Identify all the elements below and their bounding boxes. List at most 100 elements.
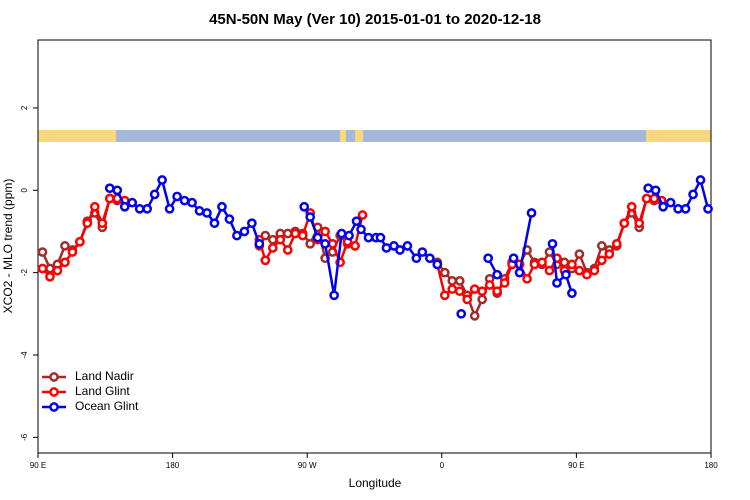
data-point bbox=[37, 263, 48, 274]
series bbox=[104, 175, 713, 319]
data-point bbox=[658, 201, 668, 212]
data-point bbox=[232, 230, 242, 241]
data-point bbox=[469, 311, 480, 321]
data-point bbox=[537, 257, 547, 268]
data-point bbox=[363, 232, 374, 243]
data-point bbox=[112, 185, 123, 196]
data-point bbox=[439, 290, 450, 301]
data-point bbox=[567, 288, 577, 299]
x-tick-label: 90 W bbox=[298, 461, 317, 470]
land-band bbox=[38, 130, 116, 142]
data-point bbox=[582, 269, 592, 280]
data-point bbox=[544, 265, 555, 276]
data-point bbox=[561, 269, 571, 280]
data-point bbox=[172, 191, 182, 202]
data-point bbox=[202, 208, 212, 218]
data-point bbox=[267, 243, 278, 253]
data-point bbox=[194, 206, 205, 216]
land-band bbox=[646, 130, 711, 142]
data-point bbox=[60, 241, 70, 251]
legend-marker bbox=[49, 387, 59, 397]
series-line bbox=[41, 196, 655, 320]
legend-label: Land Glint bbox=[75, 384, 130, 398]
data-point bbox=[574, 249, 585, 259]
data-point bbox=[432, 259, 443, 270]
data-point bbox=[60, 257, 70, 268]
data-point bbox=[179, 195, 190, 206]
data-point bbox=[643, 183, 654, 194]
data-point bbox=[673, 203, 683, 214]
data-point bbox=[45, 271, 55, 282]
data-point bbox=[344, 230, 354, 241]
data-point bbox=[508, 253, 519, 264]
data-point bbox=[469, 284, 480, 294]
y-tick-label: 2 bbox=[20, 105, 29, 110]
data-point bbox=[157, 175, 167, 185]
data-point bbox=[75, 236, 85, 247]
data-point bbox=[224, 214, 235, 224]
data-point bbox=[45, 263, 55, 274]
data-point bbox=[411, 253, 422, 264]
data-point bbox=[611, 238, 622, 249]
data-point bbox=[239, 226, 250, 237]
data-point bbox=[247, 218, 257, 229]
data-point bbox=[89, 201, 100, 212]
data-point bbox=[484, 280, 495, 290]
data-point bbox=[604, 249, 615, 259]
data-point bbox=[574, 265, 585, 276]
data-point bbox=[402, 241, 413, 251]
data-point bbox=[350, 241, 360, 251]
data-point bbox=[327, 238, 338, 249]
data-point bbox=[695, 175, 706, 185]
data-point bbox=[282, 228, 293, 239]
y-tick-label: -6 bbox=[20, 433, 29, 441]
data-point bbox=[187, 197, 197, 208]
data-point bbox=[680, 203, 691, 214]
data-point bbox=[305, 212, 316, 222]
data-point bbox=[462, 294, 473, 305]
data-point bbox=[424, 253, 435, 264]
data-point bbox=[267, 234, 278, 245]
x-tick-label: 0 bbox=[440, 461, 445, 470]
data-point bbox=[454, 286, 465, 297]
data-point bbox=[477, 294, 488, 305]
data-point bbox=[439, 267, 450, 278]
data-point bbox=[395, 245, 405, 255]
land-ocean-strip bbox=[38, 130, 711, 142]
data-point bbox=[596, 241, 607, 251]
ocean-band bbox=[38, 130, 711, 142]
data-point bbox=[477, 286, 488, 297]
data-point bbox=[492, 286, 502, 297]
data-point bbox=[312, 232, 323, 243]
data-point bbox=[260, 255, 271, 266]
data-point bbox=[454, 276, 465, 286]
y-tick-label: 0 bbox=[20, 188, 29, 193]
data-point bbox=[547, 238, 558, 249]
data-point bbox=[119, 201, 130, 212]
x-axis-label: Longitude bbox=[349, 476, 402, 490]
data-point bbox=[217, 201, 227, 212]
data-point bbox=[356, 224, 366, 235]
data-point bbox=[456, 308, 467, 319]
data-point bbox=[375, 232, 386, 243]
data-point bbox=[619, 218, 630, 229]
y-tick-label: -4 bbox=[20, 351, 29, 359]
legend-marker bbox=[49, 402, 59, 412]
data-point bbox=[290, 228, 301, 239]
series bbox=[37, 193, 667, 305]
x-tick-label: 90 E bbox=[568, 461, 584, 470]
data-point bbox=[149, 189, 160, 200]
data-point bbox=[596, 255, 607, 266]
data-point bbox=[526, 208, 537, 218]
data-point bbox=[529, 259, 540, 270]
data-point bbox=[97, 218, 108, 229]
data-point bbox=[82, 218, 93, 229]
data-point bbox=[282, 245, 293, 255]
x-tick-label: 180 bbox=[704, 461, 718, 470]
data-point bbox=[514, 267, 525, 278]
data-point bbox=[134, 203, 145, 214]
data-point bbox=[447, 284, 458, 294]
y-axis-label: XCO2 - MLO trend (ppm) bbox=[1, 179, 15, 314]
data-point bbox=[299, 201, 310, 212]
